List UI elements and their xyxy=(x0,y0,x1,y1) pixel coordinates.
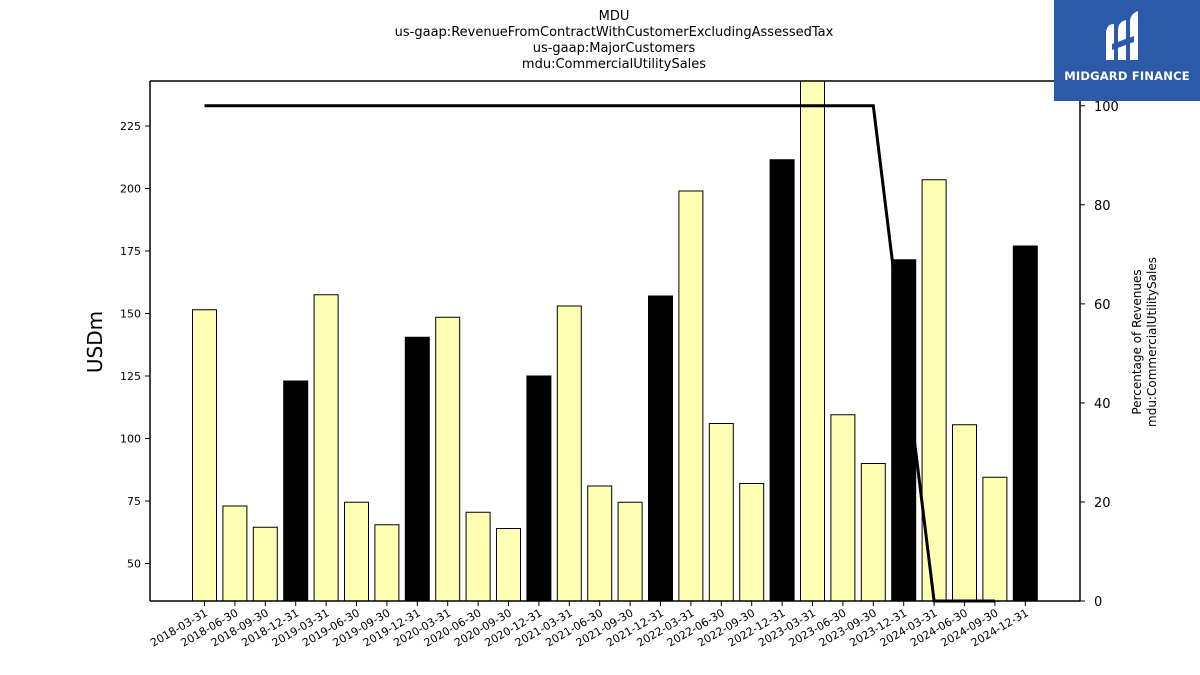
bar xyxy=(739,483,765,601)
chart-title: MDUus-gaap:RevenueFromContractWithCustom… xyxy=(395,9,834,72)
bar xyxy=(800,81,825,601)
bar xyxy=(283,380,309,601)
percentage-line-group xyxy=(204,104,995,603)
bar xyxy=(374,524,400,601)
bar xyxy=(708,423,734,601)
bar xyxy=(556,305,582,601)
bar xyxy=(952,424,977,601)
y-axis-label: USDm Percentage of Revenues mdu:Commercial… xyxy=(83,257,1159,427)
bar xyxy=(496,528,521,601)
bar xyxy=(313,294,339,601)
title-line: us-gaap:RevenueFromContractWithCustomerE… xyxy=(395,25,834,40)
y-tick-label: 175 xyxy=(120,245,141,258)
y-right-tick-label: 0 xyxy=(1094,595,1102,610)
y-tick-label: 100 xyxy=(120,433,141,446)
bar xyxy=(435,316,461,601)
midgard-finance-logo: MIDGARD FINANCE xyxy=(1054,0,1200,101)
bar xyxy=(982,476,1008,601)
bar xyxy=(526,375,552,601)
bar xyxy=(648,295,673,601)
title-line: us-gaap:MajorCustomers xyxy=(533,41,696,56)
y-right-tick-label: 60 xyxy=(1094,298,1111,313)
y-right-tick-label: 40 xyxy=(1094,397,1111,412)
y-tick-label: 125 xyxy=(120,370,141,383)
bar xyxy=(344,501,369,601)
y-right-tick-label: 80 xyxy=(1094,199,1111,214)
y-axis-label-text: USDm xyxy=(83,311,107,373)
bar xyxy=(404,336,430,601)
y-tick-label: 150 xyxy=(120,308,141,321)
bar xyxy=(617,501,643,601)
percentage-line xyxy=(204,104,995,603)
y-tick-label: 225 xyxy=(120,120,141,133)
bar xyxy=(769,159,795,601)
bar xyxy=(587,485,613,601)
title-line: MDU xyxy=(599,9,630,24)
title-line: mdu:CommercialUtilitySales xyxy=(522,57,706,72)
logo-mark-icon xyxy=(1106,11,1138,60)
y-tick-label: 50 xyxy=(127,558,141,571)
bar xyxy=(678,190,704,601)
y-right-axis-label: mdu:CommercialUtilitySales xyxy=(1145,257,1159,427)
bar xyxy=(222,505,248,601)
bars xyxy=(192,81,1038,601)
bar xyxy=(830,414,856,601)
bar xyxy=(252,526,278,601)
bar xyxy=(1012,245,1038,601)
y-tick-label: 75 xyxy=(127,495,141,508)
y-tick-label: 200 xyxy=(120,183,141,196)
y-right-tick-label: 20 xyxy=(1094,496,1111,511)
y-right-tick-label: 100 xyxy=(1094,100,1119,115)
bar xyxy=(860,463,886,601)
bar xyxy=(465,511,491,601)
bar xyxy=(192,309,217,601)
logo-text: MIDGARD FINANCE xyxy=(1064,69,1190,83)
y-right-axis-label: Percentage of Revenues xyxy=(1130,269,1144,414)
